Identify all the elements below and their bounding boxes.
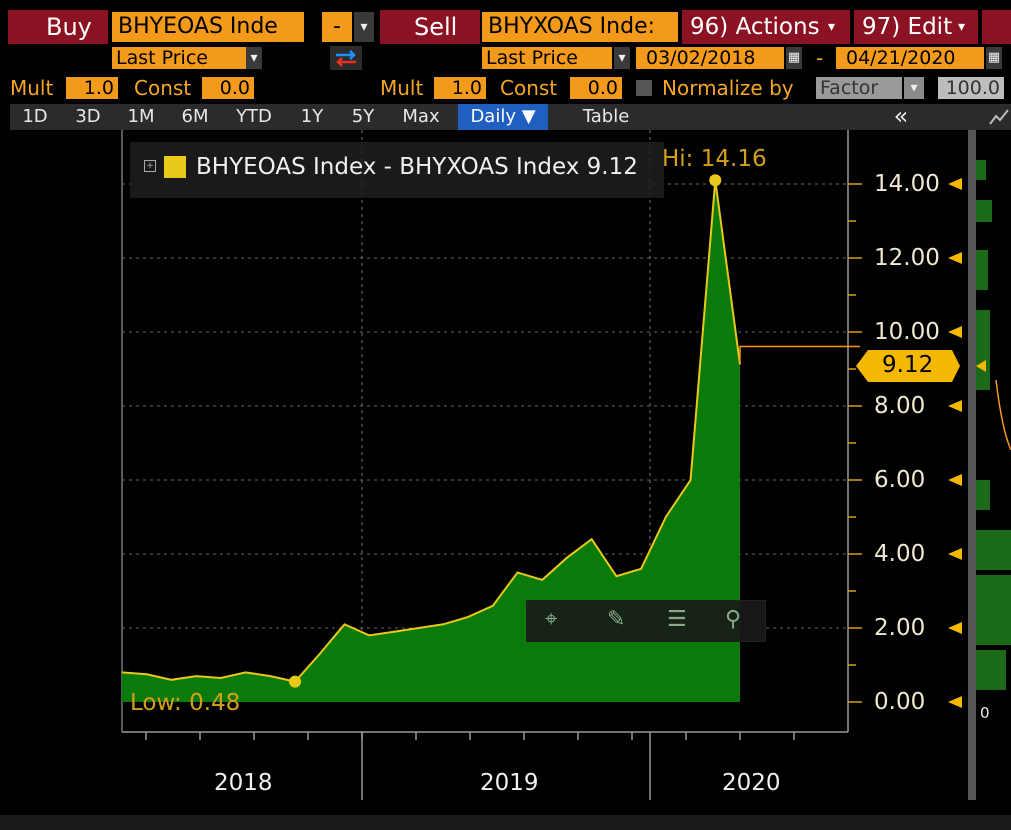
sell-label: Sell — [414, 13, 458, 41]
buy-ticker-input[interactable]: BHYEOAS Inde — [112, 12, 304, 42]
y-tick-arrow — [948, 178, 962, 190]
normalize-dropdown-icon[interactable]: ▾ — [904, 77, 924, 99]
sell-const-input[interactable]: 0.0 — [570, 77, 622, 99]
volume-distribution-panel — [976, 160, 1011, 690]
y-tick-arrow — [948, 548, 962, 560]
x-tick-label: 2020 — [722, 770, 781, 796]
low-annotation: Low: 0.48 — [130, 690, 241, 716]
edit-dropdown-icon: ▾ — [958, 19, 966, 35]
y-tick-arrow — [948, 696, 962, 708]
tab-5y[interactable]: 5Y — [351, 106, 375, 127]
pencil-icon[interactable]: ✎ — [607, 607, 626, 632]
y-tick-arrow — [948, 474, 962, 486]
crosshair-icon[interactable]: ⌖ — [545, 607, 558, 632]
end-date-input[interactable]: 04/21/2020 — [836, 47, 984, 69]
tab-daily[interactable]: Daily ▼ — [458, 104, 548, 130]
y-tick-arrow — [948, 252, 962, 264]
high-annotation: Hi: 14.16 — [662, 146, 767, 172]
chart-legend: + BHYEOAS Index - BHYXOAS Index 9.12 — [130, 142, 664, 198]
y-tick-arrow — [948, 622, 962, 634]
start-date-calendar-icon[interactable]: ▦ — [786, 47, 802, 69]
high-marker — [709, 174, 722, 187]
y-tick-label: 6.00 — [874, 467, 926, 493]
normalize-select[interactable]: Factor — [816, 77, 902, 99]
tab-1m[interactable]: 1M — [127, 106, 155, 127]
operator-select[interactable]: - — [322, 12, 352, 42]
normalize-label: Normalize by — [662, 76, 794, 100]
spread-line — [121, 180, 741, 683]
edit-button[interactable]: 97) Edit ▾ — [854, 10, 978, 44]
status-bar — [0, 815, 1011, 830]
legend-swatch — [164, 156, 186, 178]
date-separator: - — [816, 46, 824, 70]
y-tick-label: 2.00 — [874, 615, 926, 641]
sell-const-label: Const — [500, 76, 558, 100]
tab-max[interactable]: Max — [402, 106, 440, 127]
normalize-checkbox[interactable] — [636, 80, 652, 96]
header-overflow-cell — [982, 10, 1011, 44]
chart-settings-icon[interactable] — [988, 106, 1010, 128]
start-date-input[interactable]: 03/02/2018 — [636, 47, 784, 69]
last-value-guide — [739, 345, 860, 365]
edit-label: 97) Edit — [862, 14, 953, 40]
y-tick-label: 8.00 — [874, 393, 926, 419]
y-tick-label: 4.00 — [874, 541, 926, 567]
tab-table[interactable]: Table — [582, 106, 630, 127]
actions-button[interactable]: 96) Actions ▾ — [682, 10, 850, 44]
y-tick-label: 14.00 — [874, 171, 940, 197]
end-date-calendar-icon[interactable]: ▦ — [986, 47, 1002, 69]
y-tick-arrow — [948, 326, 962, 338]
tab-1y[interactable]: 1Y — [300, 106, 324, 127]
legend-text: BHYEOAS Index - BHYXOAS Index 9.12 — [196, 154, 638, 180]
normalize-value-input[interactable]: 100.0 — [938, 77, 1004, 99]
tab-ytd[interactable]: YTD — [236, 106, 272, 127]
y-tick-label: 12.00 — [874, 245, 940, 271]
y-tick-arrow — [948, 400, 962, 412]
spread-chart[interactable] — [0, 130, 1011, 830]
y-tick-label: 10.00 — [874, 319, 940, 345]
chart-tools-toolbar: ⌖ ✎ ☰ ⚲ — [526, 600, 766, 642]
sell-ticker-input[interactable]: BHYXOAS Inde: — [482, 12, 678, 42]
buy-mult-input[interactable]: 1.0 — [66, 77, 118, 99]
y-tick-label: 0.00 — [874, 689, 926, 715]
last-value-text: 9.12 — [882, 352, 934, 378]
swap-icon[interactable] — [330, 46, 362, 70]
legend-expand-icon[interactable]: + — [144, 160, 156, 172]
x-tick-label: 2019 — [480, 770, 539, 796]
buy-field-dropdown-icon[interactable]: ▾ — [246, 47, 262, 69]
tab-3d[interactable]: 3D — [75, 106, 101, 127]
sell-field-select[interactable]: Last Price — [482, 47, 612, 69]
tab-1d[interactable]: 1D — [22, 106, 48, 127]
buy-const-label: Const — [134, 76, 192, 100]
sell-field-dropdown-icon[interactable]: ▾ — [614, 47, 630, 69]
collapse-panel-icon[interactable]: « — [893, 102, 909, 130]
x-tick-label: 2018 — [214, 770, 273, 796]
tab-6m[interactable]: 6M — [181, 106, 209, 127]
operator-dropdown-icon[interactable]: ▾ — [354, 12, 374, 42]
buy-const-input[interactable]: 0.0 — [202, 77, 254, 99]
last-value-badge: 9.12 — [856, 350, 960, 382]
top-hint-banner — [0, 0, 1011, 10]
sell-mult-input[interactable]: 1.0 — [434, 77, 486, 99]
spread-area — [122, 180, 740, 703]
buy-field-select[interactable]: Last Price — [112, 47, 246, 69]
actions-dropdown-icon: ▾ — [828, 19, 836, 35]
low-marker — [289, 675, 302, 688]
sell-mult-label: Mult — [380, 76, 424, 100]
list-icon[interactable]: ☰ — [667, 607, 687, 632]
actions-label: 96) Actions — [690, 14, 820, 40]
panel-divider[interactable] — [968, 130, 976, 800]
buy-label-cell: Buy — [8, 10, 108, 44]
sell-label-cell: Sell — [380, 10, 480, 44]
side-panel-zero-label: 0 — [980, 704, 990, 722]
buy-mult-label: Mult — [10, 76, 54, 100]
zoom-icon[interactable]: ⚲ — [725, 607, 742, 632]
buy-label: Buy — [46, 13, 92, 41]
